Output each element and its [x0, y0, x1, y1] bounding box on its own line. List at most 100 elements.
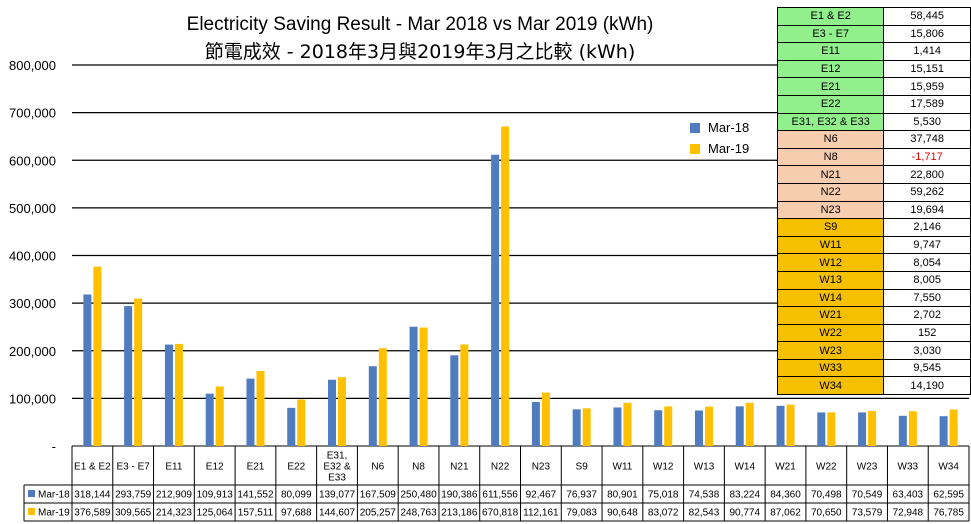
summary-building: S9	[776, 218, 885, 237]
summary-saving: 8,054	[883, 253, 971, 272]
summary-saving: 7,550	[883, 288, 971, 308]
summary-row: W33 9,545	[776, 358, 971, 378]
data-label: 293,759	[115, 490, 152, 501]
summary-building: N21	[776, 165, 885, 184]
summary-building: W22	[776, 323, 885, 343]
bar-mar18	[939, 416, 948, 446]
summary-building: E1 & E2	[776, 7, 885, 26]
summary-row: W14 7,550	[776, 288, 971, 308]
data-label: 318,144	[74, 490, 111, 501]
data-label: 70,549	[852, 490, 883, 501]
legend-label-mar18: Mar-18	[708, 120, 750, 135]
bar-mar19	[827, 412, 836, 446]
bar-mar18	[776, 405, 785, 446]
y-tick-label: 100,000	[9, 391, 56, 406]
summary-row: N6 37,748	[776, 130, 971, 149]
summary-saving: 8,005	[883, 270, 971, 290]
bar-mar18	[368, 366, 377, 446]
summary-saving: 15,959	[883, 77, 971, 96]
summary-saving: 5,530	[883, 112, 971, 132]
x-tick-label: E1 & E2	[74, 462, 111, 473]
bar-mar18	[572, 409, 581, 446]
summary-building: W21	[776, 306, 885, 325]
summary-saving: 37,748	[883, 130, 971, 149]
summary-row: S9 2,146	[776, 218, 971, 237]
data-label: 125,064	[197, 508, 234, 519]
summary-saving: 1,414	[883, 42, 971, 61]
bar-mar18	[287, 407, 296, 446]
summary-building: W23	[776, 341, 885, 360]
summary-row: W22 152	[776, 323, 971, 343]
bar-mar18	[164, 344, 173, 446]
bar-mar18	[898, 415, 907, 446]
summary-saving: 152	[883, 323, 971, 343]
x-tick-label: E21	[247, 462, 265, 473]
bar-mar18	[613, 407, 622, 446]
data-label: 309,565	[115, 508, 152, 519]
data-label: 82,543	[689, 508, 720, 519]
bar-mar18	[328, 379, 337, 446]
x-tick-label: W11	[613, 462, 633, 473]
chart-title: Electricity Saving Result - Mar 2018 vs …	[186, 14, 654, 35]
summary-row: W23 3,030	[776, 341, 971, 360]
bar-mar19	[419, 327, 428, 446]
data-label: 611,556	[482, 490, 518, 501]
bar-mar19	[786, 404, 795, 446]
bar-mar18	[409, 326, 418, 446]
data-label: 63,403	[893, 490, 924, 501]
bar-mar18	[694, 410, 703, 446]
data-label: 73,579	[852, 508, 883, 519]
bar-mar19	[174, 343, 183, 446]
legend-item-mar19: Mar-19	[690, 141, 749, 156]
summary-row: E31, E32 & E33 5,530	[776, 112, 971, 132]
x-tick-label: W34	[938, 462, 959, 473]
bar-mar19	[215, 386, 224, 446]
summary-saving: 9,747	[883, 235, 971, 255]
bar-mar19	[501, 126, 510, 447]
x-tick-label: E11	[165, 462, 182, 473]
bar-mar18	[858, 412, 867, 446]
data-label: 70,498	[811, 490, 842, 501]
data-label: 92,467	[526, 490, 557, 501]
y-tick-label: -	[52, 439, 56, 454]
summary-building: E31, E32 & E33	[776, 112, 885, 132]
x-tick-label: E3 - E7	[116, 462, 150, 473]
x-tick-label: E31, E32 & E33	[323, 451, 351, 484]
data-label: 112,161	[523, 508, 559, 519]
summary-building: N23	[776, 200, 885, 220]
summary-saving: 14,190	[883, 376, 971, 396]
data-label: 90,774	[729, 508, 760, 519]
summary-saving: 9,545	[883, 358, 971, 378]
bar-mar19	[745, 402, 754, 446]
data-label: 213,186	[441, 508, 478, 519]
summary-row: E3 - E7 15,806	[776, 24, 971, 44]
summary-row: N21 22,800	[776, 165, 971, 184]
summary-saving: 59,262	[883, 182, 971, 202]
data-label: 157,511	[238, 508, 274, 519]
summary-building: W33	[776, 358, 885, 378]
summary-building: E22	[776, 94, 885, 114]
summary-saving: 15,806	[883, 24, 971, 44]
data-label: 79,083	[566, 508, 597, 519]
summary-saving: 22,800	[883, 165, 971, 184]
data-label: 212,909	[156, 490, 193, 501]
data-label: 62,595	[933, 490, 964, 501]
data-label: 83,224	[729, 490, 760, 501]
y-tick-label: 700,000	[9, 106, 56, 121]
bar-mar18	[83, 294, 92, 446]
data-label: 87,062	[770, 508, 801, 519]
summary-saving: 19,694	[883, 200, 971, 220]
data-label: 109,913	[197, 490, 234, 501]
bar-mar19	[704, 406, 713, 446]
data-label: 205,257	[360, 508, 397, 519]
summary-saving: 15,151	[883, 59, 971, 79]
bar-mar19	[378, 348, 387, 446]
bar-mar18	[124, 306, 133, 446]
bar-mar19	[949, 409, 958, 446]
summary-row: N23 19,694	[776, 200, 971, 220]
summary-row: N8 -1,717	[776, 147, 971, 167]
chart-subtitle: 節電成效 - 2018年3月與2019年3月之比較 (kWh)	[204, 41, 636, 63]
bar-mar18	[817, 412, 826, 446]
data-label: 76,785	[933, 508, 964, 519]
x-tick-label: W23	[857, 462, 878, 473]
